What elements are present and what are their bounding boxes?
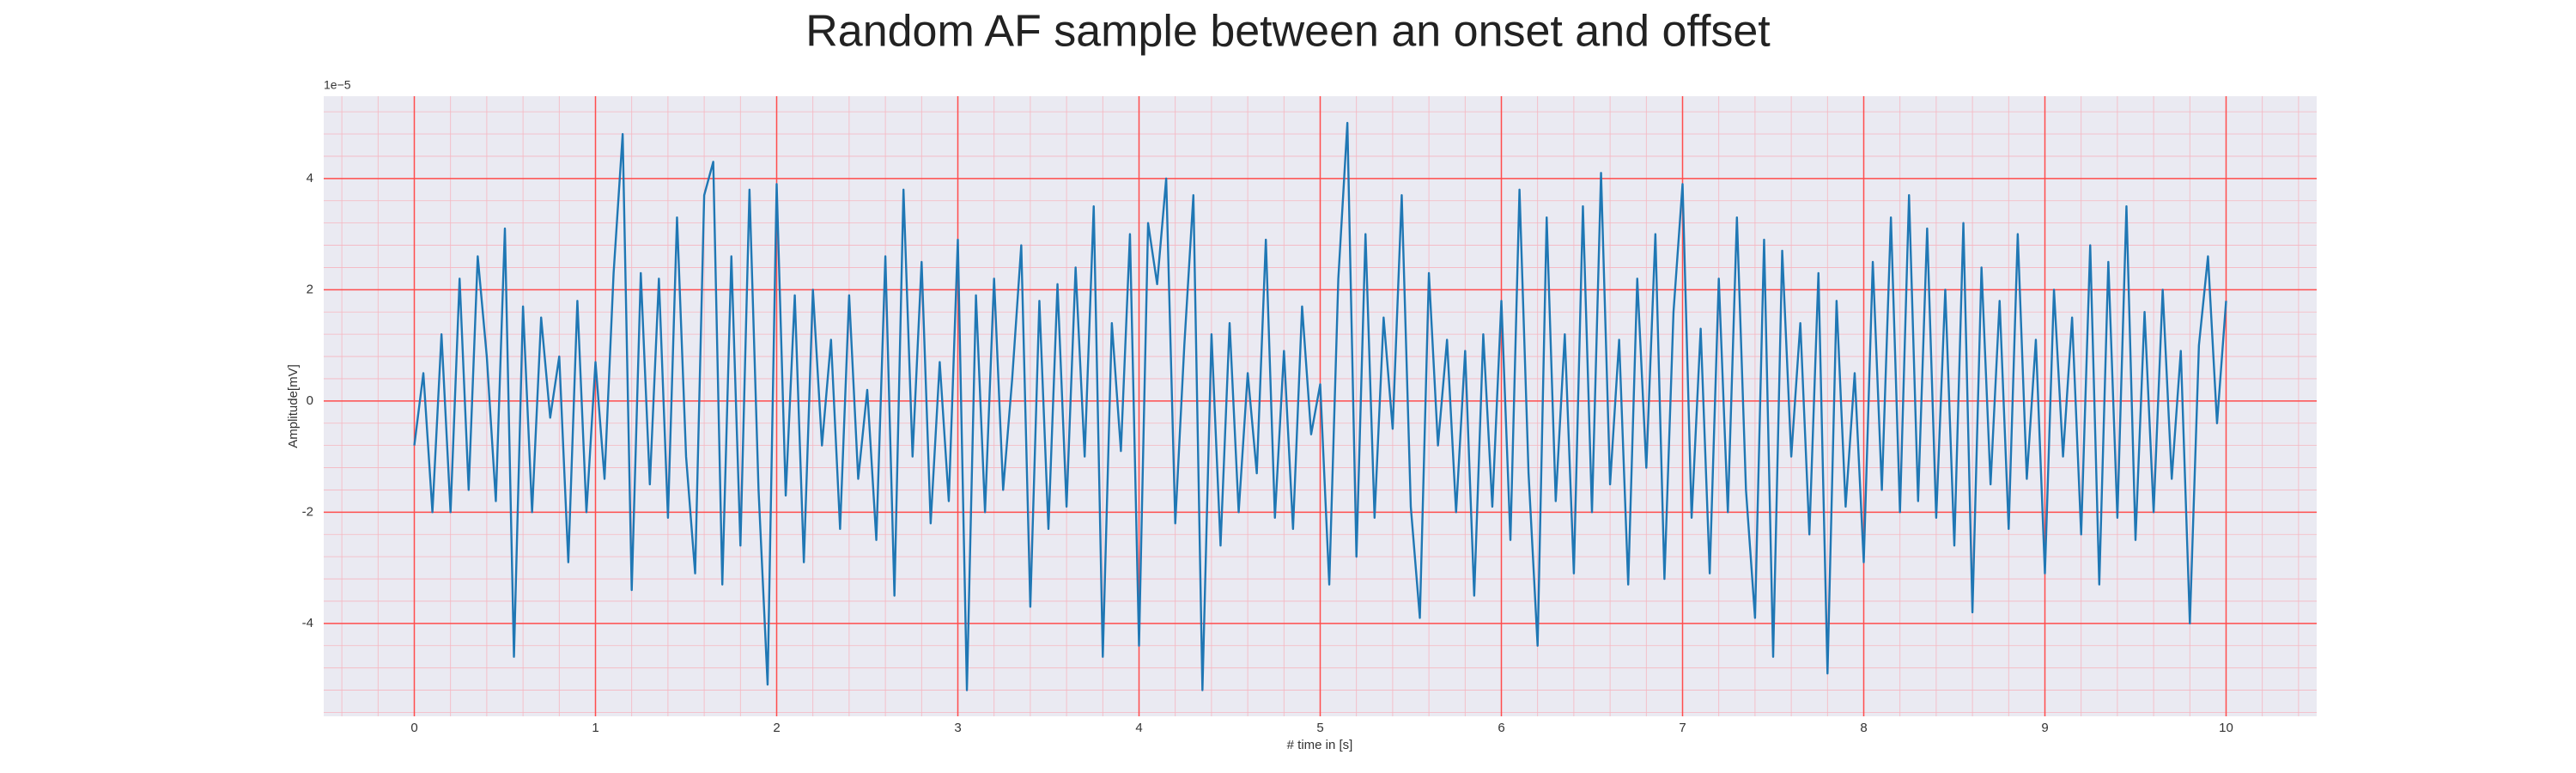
x-tick-label: 5 — [1316, 721, 1323, 735]
x-tick-label: 2 — [773, 721, 780, 735]
x-tick-label: 10 — [2219, 721, 2233, 735]
y-axis-label: Amplitude[mV] — [286, 364, 301, 448]
x-tick-label: 7 — [1679, 721, 1686, 735]
x-tick-label: 1 — [592, 721, 598, 735]
x-tick-label: 3 — [954, 721, 961, 735]
y-tick-label: 2 — [307, 282, 313, 296]
chart-title: Random AF sample between an onset and of… — [805, 7, 1771, 57]
y-tick-label: 4 — [307, 171, 313, 186]
x-axis-label: # time in [s] — [1287, 738, 1353, 752]
x-tick-label: 8 — [1860, 721, 1867, 735]
y-tick-label: -4 — [302, 616, 313, 630]
x-tick-label: 0 — [410, 721, 417, 735]
y-tick-label: 0 — [307, 393, 313, 408]
data-line — [413, 121, 2227, 691]
x-tick-label: 4 — [1135, 721, 1142, 735]
x-tick-label: 6 — [1498, 721, 1504, 735]
y-tick-label: -2 — [302, 504, 313, 519]
y-offset-text: 1e−5 — [324, 78, 351, 92]
x-tick-label: 9 — [2041, 721, 2048, 735]
